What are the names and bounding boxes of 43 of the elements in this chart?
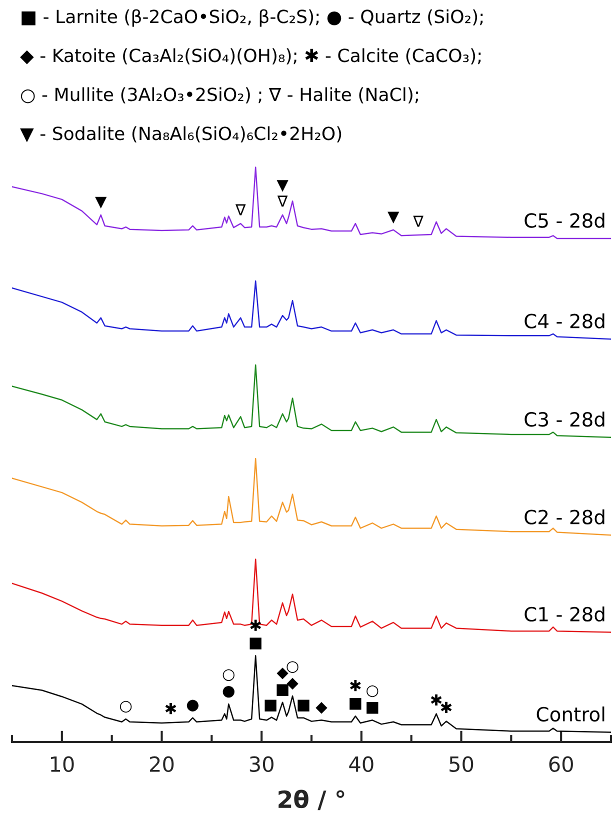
text: ◆ - Katoite (Ca₃Al₂(SiO₄)(OH)₈); ✱ - Calcite (CaCO₃); xyxy=(20,48,481,64)
annotation: ∇ xyxy=(413,216,424,227)
annotation: ● xyxy=(186,700,199,712)
annotation: ◆ xyxy=(286,678,298,690)
text: ○ - Mullite (3Al₂O₃•2SiO₂) ; ∇ - Halite (NaCl); xyxy=(20,87,418,104)
annotation: ▼ xyxy=(276,180,288,192)
text: ■ - Larnite (β-2CaO•SiO₂, β-C₂S); ● - Quartz (SiO₂); xyxy=(22,9,483,27)
x-axis-title: 2θ / ° xyxy=(278,790,344,810)
annotation: ∇ xyxy=(235,204,246,216)
annotation: ◆ xyxy=(276,668,288,680)
series-label: C4 - 28d xyxy=(524,313,604,328)
series-label: C2 - 28d xyxy=(524,509,604,524)
x-tick-label: 20 xyxy=(150,756,174,772)
series-label: C3 - 28d xyxy=(524,412,604,427)
series-label: C5 - 28d xyxy=(524,212,604,228)
x-tick-label: 30 xyxy=(250,756,274,772)
series-label: C1 - 28d xyxy=(524,606,604,622)
series-label: Control xyxy=(536,706,604,722)
text: ▼ - Sodalite (Na₈Al₆(SiO₄)₆Cl₂•2H₂O) xyxy=(20,126,342,142)
annotation: ◆ xyxy=(316,702,328,714)
annotation: ∇ xyxy=(277,196,288,207)
annotation: ○ xyxy=(120,700,132,713)
x-tick-label: 10 xyxy=(50,756,74,772)
annotation: ■ xyxy=(264,700,276,712)
annotation: ▼ xyxy=(95,196,107,209)
annotation: ■ xyxy=(250,638,262,650)
x-tick-label: 60 xyxy=(549,756,573,772)
annotation: ○ xyxy=(286,661,298,673)
x-tick-label: 50 xyxy=(450,756,474,772)
annotation: ✱ xyxy=(430,694,442,706)
annotation: ✱ xyxy=(350,680,361,692)
annotation: ● xyxy=(222,686,234,698)
annotation: ○ xyxy=(366,685,378,698)
annotation: ■ xyxy=(298,700,310,712)
annotation: ■ xyxy=(276,684,288,696)
annotation: ○ xyxy=(222,669,234,682)
x-tick-label: 40 xyxy=(349,756,374,772)
annotation: ■ xyxy=(366,702,378,714)
annotation: ✱ xyxy=(165,703,176,714)
annotation: ▼ xyxy=(388,212,400,224)
annotation: ✱ xyxy=(250,620,262,631)
annotation: ■ xyxy=(350,698,362,710)
annotation: ✱ xyxy=(440,702,452,714)
